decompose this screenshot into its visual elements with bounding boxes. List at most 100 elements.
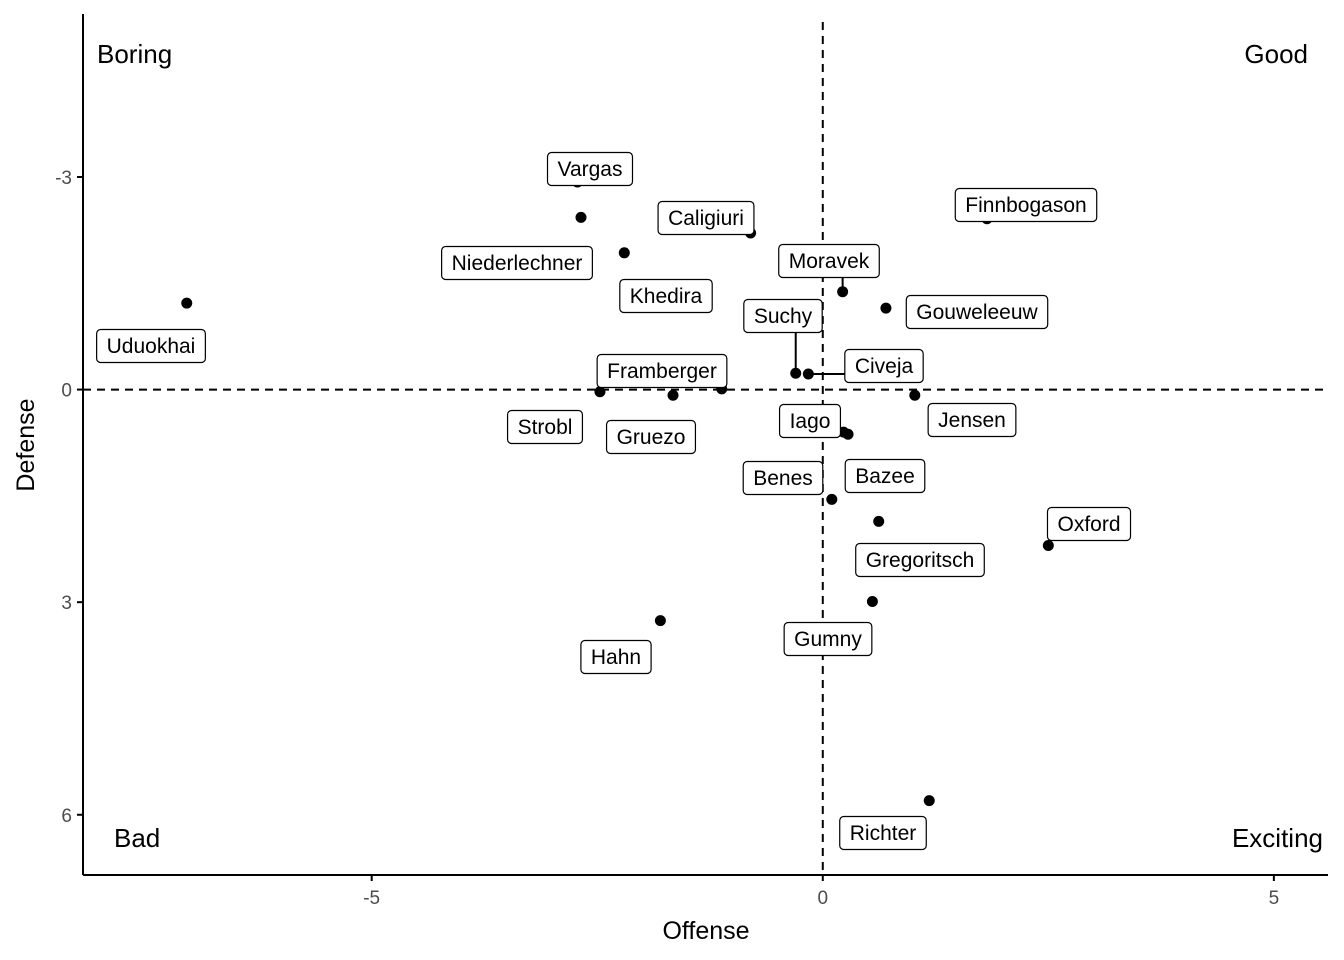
point-label-box xyxy=(605,419,697,455)
point-label-box xyxy=(839,815,927,851)
point-label-text: Hahn xyxy=(591,646,641,669)
y-tick-label: 0 xyxy=(61,381,72,402)
point-label-box xyxy=(954,187,1098,223)
axes: -5 0 5 -3 0 3 6 xyxy=(55,14,1328,909)
point-label-text: Richter xyxy=(850,822,917,845)
point-gouweleeuw xyxy=(880,302,892,314)
point-moravek xyxy=(837,286,849,298)
corner-label-top-right: Good xyxy=(1244,39,1308,69)
x-tick-label: 0 xyxy=(817,888,828,909)
point-label-box xyxy=(844,458,926,494)
point-label-benes: Benes xyxy=(742,460,824,496)
point-suchy xyxy=(790,367,802,379)
point-label-text: Khedira xyxy=(630,285,703,308)
point-label-text: Niederlechner xyxy=(452,252,583,275)
point-benes xyxy=(826,493,838,505)
point-label-box xyxy=(546,151,634,187)
point-label-box xyxy=(441,245,593,281)
corner-label-bottom-left: Bad xyxy=(114,823,160,853)
point-richter xyxy=(923,795,935,807)
point-label-caligiuri: Caligiuri xyxy=(657,200,755,236)
corner-label-top-left: Boring xyxy=(97,39,172,69)
point-label-text: Moravek xyxy=(789,250,870,273)
point-label-iago: Iago xyxy=(778,403,842,439)
point-label-oxford: Oxford xyxy=(1046,506,1132,542)
point-label-uduokhai: Uduokhai xyxy=(96,328,206,364)
point-label-box xyxy=(778,403,842,439)
point-label-text: Jensen xyxy=(938,409,1006,432)
point-label-text: Bazee xyxy=(855,465,915,488)
point-jensen xyxy=(909,389,921,401)
point-khedira xyxy=(618,247,630,259)
point-label-box xyxy=(657,200,755,236)
point-label-framberger: Framberger xyxy=(596,353,728,389)
point-label-text: Civeja xyxy=(855,355,914,378)
point-label-text: Iago xyxy=(790,410,831,433)
x-tick-label: 5 xyxy=(1269,888,1280,909)
point-label-box xyxy=(596,353,728,389)
point-label-text: Gumny xyxy=(794,628,862,651)
point-bazee xyxy=(842,428,854,440)
point-label-text: Finnbogason xyxy=(965,194,1086,217)
point-label-box xyxy=(743,298,823,334)
point-label-vargas: Vargas xyxy=(546,151,634,187)
point-label-khedira: Khedira xyxy=(619,278,713,314)
point-label-box xyxy=(506,409,584,445)
point-label-box xyxy=(96,328,206,364)
point-label-moravek: Moravek xyxy=(778,243,880,279)
point-label-box xyxy=(783,621,873,657)
y-tick-label: -3 xyxy=(55,168,72,189)
point-gregoritsch xyxy=(873,515,885,527)
point-label-box xyxy=(778,243,880,279)
x-axis-title: Offense xyxy=(662,917,749,945)
x-tick-label: -5 xyxy=(363,888,380,909)
y-tick-label: 3 xyxy=(61,593,72,614)
point-label-box xyxy=(742,460,824,496)
y-axis-title: Defense xyxy=(12,398,40,491)
point-uduokhai xyxy=(181,297,193,309)
point-label-text: Oxford xyxy=(1057,513,1120,536)
point-gruezo xyxy=(667,389,679,401)
point-civeja xyxy=(802,368,814,380)
point-label-bazee: Bazee xyxy=(844,458,926,494)
point-label-box xyxy=(580,639,652,675)
point-label-gumny: Gumny xyxy=(783,621,873,657)
point-label-jensen: Jensen xyxy=(927,402,1017,438)
point-label-gregoritsch: Gregoritsch xyxy=(855,542,985,578)
point-label-suchy: Suchy xyxy=(743,298,823,334)
point-label-box xyxy=(1046,506,1132,542)
point-label-text: Suchy xyxy=(754,305,813,328)
point-niederlechner xyxy=(575,211,587,223)
point-oxford xyxy=(1042,539,1054,551)
point-label-box xyxy=(844,348,924,384)
point-label-box xyxy=(927,402,1017,438)
point-label-gouweleeuw: Gouweleeuw xyxy=(905,294,1049,330)
point-label-text: Gouweleeuw xyxy=(916,301,1038,324)
point-label-box xyxy=(619,278,713,314)
point-label-civeja: Civeja xyxy=(844,348,924,384)
point-label-box xyxy=(855,542,985,578)
corner-label-bottom-right: Exciting xyxy=(1232,823,1323,853)
point-label-text: Gregoritsch xyxy=(866,549,975,572)
point-labels: Vargas Niederlechner Caligiuri Khedira Finnb… xyxy=(96,151,1132,851)
y-tick-label: 6 xyxy=(61,806,72,827)
point-label-strobl: Strobl xyxy=(506,409,584,445)
point-label-text: Uduokhai xyxy=(107,335,196,358)
point-label-text: Caligiuri xyxy=(668,207,744,230)
point-label-gruezo: Gruezo xyxy=(605,419,697,455)
point-label-finnbogason: Finnbogason xyxy=(954,187,1098,223)
reference-lines xyxy=(83,22,1328,875)
point-strobl xyxy=(594,386,606,398)
point-label-richter: Richter xyxy=(839,815,927,851)
point-label-hahn: Hahn xyxy=(580,639,652,675)
point-label-box xyxy=(905,294,1049,330)
point-label-text: Vargas xyxy=(558,158,623,181)
point-gumny xyxy=(866,595,878,607)
point-label-text: Gruezo xyxy=(617,426,686,449)
point-hahn xyxy=(654,615,666,627)
point-label-text: Strobl xyxy=(518,416,573,439)
point-label-text: Framberger xyxy=(607,360,717,383)
point-label-niederlechner: Niederlechner xyxy=(441,245,593,281)
point-label-text: Benes xyxy=(753,467,813,490)
